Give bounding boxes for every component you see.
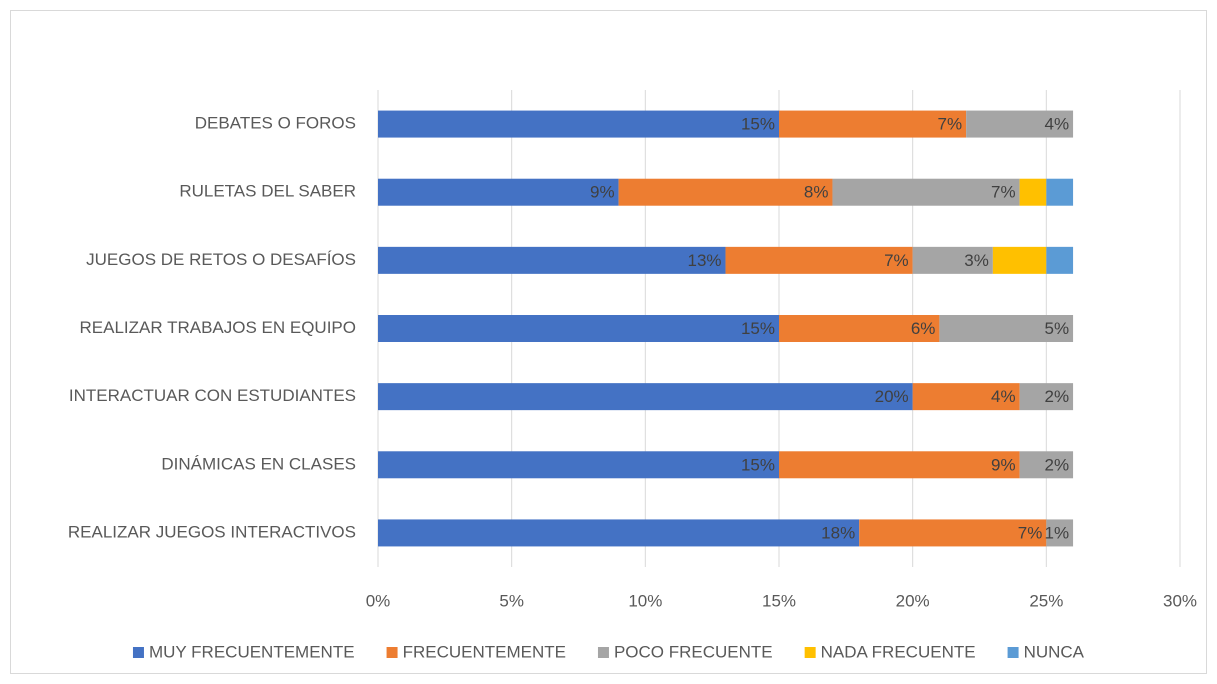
x-tick-label: 5%	[499, 591, 524, 610]
legend-label: NADA FRECUENTE	[821, 642, 976, 661]
bar-segment	[378, 246, 726, 274]
bar-segment	[725, 246, 913, 274]
y-tick-label: INTERACTUAR CON ESTUDIANTES	[69, 386, 356, 405]
y-tick-label: RULETAS DEL SABER	[179, 182, 356, 201]
x-tick-label: 20%	[896, 591, 930, 610]
bar-segment	[912, 246, 993, 274]
data-label: 1%	[1044, 523, 1069, 542]
x-tick-label: 0%	[366, 591, 391, 610]
data-label: 5%	[1044, 319, 1069, 338]
legend-label: POCO FRECUENTE	[614, 642, 773, 661]
legend-label: MUY FRECUENTEMENTE	[149, 642, 355, 661]
bar-segment	[378, 315, 779, 342]
bar-segment	[779, 451, 1020, 479]
bar-segment	[1019, 451, 1074, 479]
legend-label: NUNCA	[1024, 642, 1085, 661]
data-label: 4%	[991, 387, 1016, 406]
bar-segment	[1046, 519, 1074, 547]
y-tick-label: REALIZAR JUEGOS INTERACTIVOS	[68, 522, 356, 541]
bar-segment	[1046, 178, 1074, 206]
bar-segment	[378, 178, 619, 206]
legend-swatch	[804, 647, 816, 658]
x-tick-label: 30%	[1163, 591, 1197, 610]
data-label: 8%	[804, 183, 829, 202]
x-tick-label: 15%	[762, 591, 796, 610]
data-label: 7%	[1018, 523, 1043, 542]
legend-label: FRECUENTEMENTE	[403, 642, 566, 661]
bar-segment	[939, 315, 1074, 342]
bar-segment	[832, 178, 1020, 206]
data-label: 2%	[1044, 455, 1069, 474]
bar-segment	[378, 519, 860, 547]
bar-segment	[966, 110, 1074, 138]
x-tick-label: 25%	[1029, 591, 1063, 610]
bar-segment	[779, 110, 967, 138]
data-label: 2%	[1044, 387, 1069, 406]
bar-segment	[378, 451, 779, 479]
data-label: 9%	[991, 455, 1016, 474]
y-tick-label: DINÁMICAS EN CLASES	[161, 454, 356, 473]
bar-segment	[992, 246, 1047, 274]
y-tick-label: JUEGOS DE RETOS O DESAFÍOS	[86, 250, 356, 269]
data-label: 15%	[741, 115, 775, 134]
bar-segment	[859, 519, 1047, 547]
bar-segment	[1019, 178, 1047, 206]
bar-segment	[378, 110, 779, 138]
data-label: 15%	[741, 319, 775, 338]
bar-segment	[912, 383, 1020, 411]
legend-swatch	[1007, 647, 1019, 658]
data-label: 4%	[1044, 115, 1069, 134]
data-label: 15%	[741, 455, 775, 474]
y-tick-label: REALIZAR TRABAJOS EN EQUIPO	[80, 318, 356, 337]
legend-swatch	[132, 647, 144, 658]
legend-swatch	[386, 647, 398, 658]
data-label: 7%	[938, 115, 963, 134]
bar-segment	[378, 383, 913, 411]
bar-segment	[1019, 383, 1074, 411]
y-tick-label: DEBATES O FOROS	[195, 114, 356, 133]
bar-segment	[618, 178, 833, 206]
data-label: 20%	[875, 387, 909, 406]
data-label: 3%	[964, 251, 989, 270]
bar-segment	[779, 315, 940, 342]
data-label: 9%	[590, 183, 615, 202]
x-tick-label: 10%	[628, 591, 662, 610]
data-label: 13%	[688, 251, 722, 270]
bar-segment	[1046, 246, 1074, 274]
legend-swatch	[597, 647, 609, 658]
data-label: 7%	[884, 251, 909, 270]
data-label: 6%	[911, 319, 936, 338]
data-label: 18%	[821, 523, 855, 542]
data-label: 7%	[991, 183, 1016, 202]
